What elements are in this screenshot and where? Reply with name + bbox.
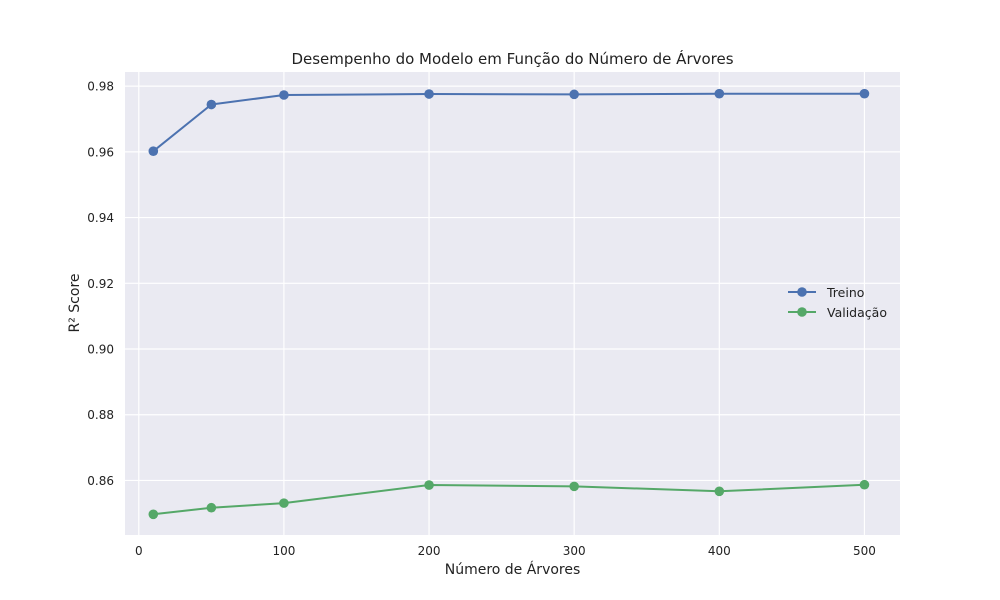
x-tick-label: 100: [272, 544, 295, 558]
data-point-0-3: [424, 89, 434, 99]
data-point-1-5: [714, 486, 725, 497]
data-point-1-3: [424, 480, 434, 490]
data-point-1-1: [206, 502, 217, 513]
y-axis-label: R² Score: [67, 273, 83, 332]
chart-title: Desempenho do Modelo em Função do Número…: [291, 49, 733, 68]
data-point-0-2: [279, 90, 289, 100]
y-tick-label: 0.96: [87, 145, 114, 159]
x-axis-label: Número de Árvores: [445, 561, 581, 578]
y-tick-label: 0.90: [87, 343, 114, 357]
tick-labels: 0 100 200 300 400 500 0.86 0.88 0.90 0.92 0.94 0.96…: [87, 80, 876, 558]
x-tick-label: 400: [708, 544, 731, 558]
x-tick-label: 0: [135, 544, 143, 558]
y-tick-label: 0.94: [87, 211, 114, 225]
x-tick-label: 300: [563, 544, 586, 558]
x-tick-label: 200: [418, 544, 441, 558]
plot-area: [125, 72, 900, 535]
data-point-1-0: [148, 509, 159, 520]
grid: [125, 72, 900, 535]
data-point-1-6: [859, 479, 870, 490]
legend-marker-validacao: [797, 307, 807, 317]
x-tick-label: 500: [853, 544, 876, 558]
y-tick-label: 0.88: [87, 408, 114, 422]
y-tick-label: 0.92: [87, 277, 114, 291]
y-tick-label: 0.86: [87, 474, 114, 488]
series-points: [148, 88, 870, 520]
data-point-1-2: [279, 498, 289, 508]
legend-marker-treino: [797, 287, 807, 297]
legend-label-treino: Treino: [826, 285, 864, 300]
data-point-0-1: [206, 99, 217, 110]
legend-label-validacao: Validação: [827, 305, 887, 320]
data-point-0-0: [148, 146, 159, 156]
y-tick-label: 0.98: [87, 80, 114, 94]
data-point-0-6: [859, 88, 870, 99]
legend: Treino Validação: [788, 285, 887, 320]
data-point-0-4: [569, 89, 579, 100]
data-point-1-4: [569, 481, 579, 492]
data-point-0-5: [714, 88, 725, 99]
